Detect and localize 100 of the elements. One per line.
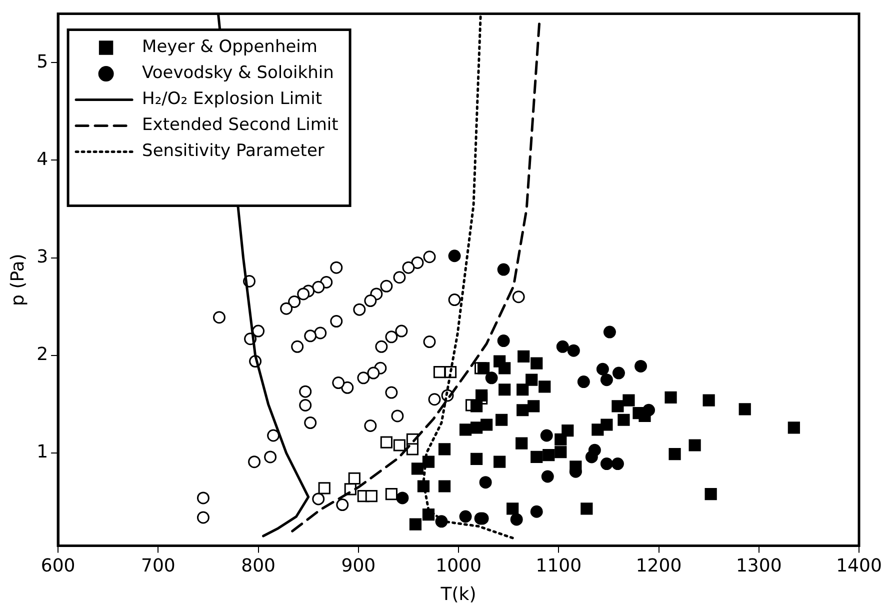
point <box>485 372 498 384</box>
point <box>612 400 624 412</box>
y-axis-title: p (Pa) <box>7 254 28 306</box>
point <box>375 340 388 353</box>
point <box>788 422 800 434</box>
point <box>510 513 523 526</box>
point <box>556 340 569 353</box>
point <box>702 394 715 406</box>
point <box>516 404 529 416</box>
point <box>264 450 277 464</box>
point <box>585 450 598 464</box>
point <box>512 290 525 304</box>
point <box>567 344 580 357</box>
point <box>494 456 506 468</box>
point <box>364 294 377 308</box>
x-tick-label: 1000 <box>436 555 482 576</box>
x-tick-label: 700 <box>140 555 176 576</box>
point <box>554 433 567 446</box>
point <box>336 498 349 512</box>
point <box>592 424 604 436</box>
point <box>570 460 582 473</box>
point <box>380 280 393 292</box>
point <box>212 311 226 324</box>
point <box>341 381 354 394</box>
point <box>596 362 609 376</box>
point <box>541 470 554 483</box>
point <box>526 374 538 386</box>
point <box>738 403 751 416</box>
point <box>385 488 398 500</box>
x-tick-label: 1400 <box>836 555 882 576</box>
point <box>423 250 436 264</box>
y-tick-label: 3 <box>36 246 48 268</box>
point <box>248 456 261 468</box>
point <box>291 340 304 353</box>
x-tick-label: 600 <box>40 555 76 576</box>
x-tick-label: 800 <box>241 555 276 576</box>
point <box>622 394 635 406</box>
point <box>634 360 647 372</box>
point <box>479 476 492 489</box>
point <box>528 400 540 412</box>
point <box>297 288 310 300</box>
x-tick-label: 1100 <box>536 555 582 576</box>
x-tick-label: 900 <box>341 555 376 576</box>
point <box>611 458 624 470</box>
point <box>470 400 483 412</box>
point <box>448 250 461 262</box>
x-axis-title: T(k) <box>440 584 476 605</box>
point <box>688 439 701 452</box>
point <box>402 261 415 274</box>
legend-label: H₂/O₂ Explosion Limit <box>142 89 322 110</box>
point <box>600 458 613 470</box>
point <box>364 419 377 432</box>
legend-label: Sensitivity Parameter <box>142 141 324 162</box>
y-tick-label: 2 <box>36 344 48 366</box>
point <box>423 336 436 348</box>
point <box>406 443 419 456</box>
point <box>299 398 312 412</box>
point <box>267 429 280 442</box>
point <box>411 462 424 475</box>
point <box>496 414 508 426</box>
point <box>393 271 406 284</box>
point <box>367 366 380 380</box>
legend-label: Meyer & Oppenheim <box>142 37 318 58</box>
point <box>380 436 392 448</box>
point <box>497 263 510 276</box>
point <box>318 482 330 494</box>
point <box>478 362 490 374</box>
point <box>348 472 360 484</box>
point <box>530 450 543 464</box>
point <box>280 302 293 315</box>
y-tick-label: 1 <box>36 442 48 463</box>
point <box>459 510 472 523</box>
point <box>577 376 590 388</box>
point <box>470 452 483 465</box>
x-tick-label: 1300 <box>736 555 782 576</box>
point <box>603 326 616 338</box>
point <box>498 384 511 396</box>
point <box>540 429 553 442</box>
point <box>668 448 681 460</box>
point <box>580 502 593 515</box>
point <box>312 492 325 506</box>
x-tick-label: 1200 <box>636 555 682 576</box>
point <box>542 448 555 462</box>
point <box>704 488 717 500</box>
point <box>448 294 461 306</box>
point <box>612 366 625 380</box>
point <box>312 280 325 294</box>
point <box>497 334 510 348</box>
point <box>391 410 404 422</box>
point <box>518 350 530 362</box>
point <box>314 326 327 340</box>
point <box>470 422 483 434</box>
y-tick-label: 4 <box>36 148 48 170</box>
point <box>395 324 408 338</box>
point <box>332 376 345 390</box>
point <box>459 424 472 436</box>
point <box>288 296 301 308</box>
point <box>506 502 519 515</box>
point <box>357 372 370 384</box>
legend-label: Voevodsky & Soloikhin <box>142 63 334 84</box>
